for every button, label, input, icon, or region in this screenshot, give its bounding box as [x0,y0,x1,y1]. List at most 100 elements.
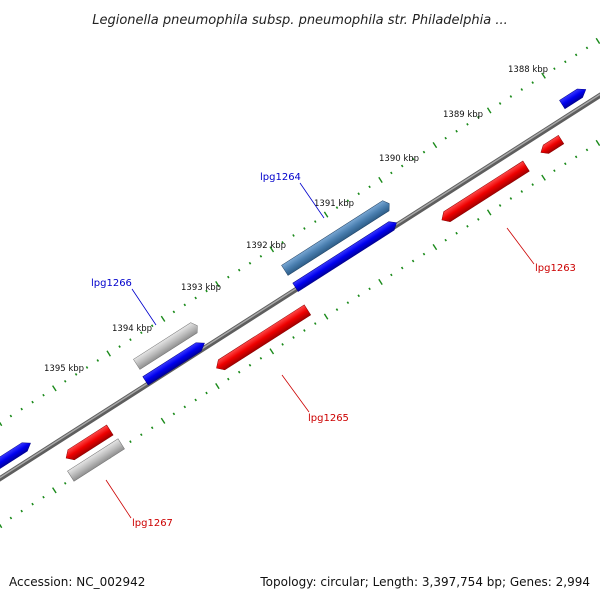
gene-label-lpg1267[interactable]: lpg1267 [132,518,173,529]
scale-tick [444,136,447,140]
scale-tick [160,417,166,424]
scale-tick [9,516,13,520]
scale-tick [400,164,404,168]
scale-tick [455,129,458,133]
scale-tick [42,393,45,397]
scale-tick [269,348,275,355]
scale-tick [96,359,100,362]
scale-tick [477,217,480,221]
scale-tick [595,139,600,146]
scale-tick [585,148,589,152]
scale-tick [335,308,339,312]
scale-tick [63,481,67,485]
scale-tick [74,372,78,376]
gene-label-lpg1265[interactable]: lpg1265 [308,413,349,424]
gene-label-lpg1263[interactable]: lpg1263 [535,263,576,274]
scale-tick [9,414,13,418]
reverse-strand-genes [63,134,565,482]
scale-tick [129,338,132,342]
scale-tick [52,487,57,494]
scale-labels: 1388 kbp 1389 kbp 1390 kbp 1391 kbp 1392… [44,65,548,374]
scale-tick [150,426,154,430]
gene-arrow-lpg1265[interactable] [213,304,312,373]
scale-tick [486,107,492,114]
gene-label-lpg1264[interactable]: lpg1264 [260,172,301,183]
scale-tick [553,67,556,71]
scale-tick [357,294,360,298]
scale-tick [531,81,534,84]
scale-tick [20,407,23,411]
accession-text: Accession: NC_002942 [9,575,145,589]
scale-tick [237,268,241,272]
scale-tick [172,412,176,416]
scale-tick [574,53,578,57]
scale-tick [422,252,426,256]
gene-arrow-forward[interactable] [0,439,33,472]
scale-tick [466,122,469,126]
scale-tick [595,37,600,44]
scale-tick [432,244,438,251]
scale-tick [118,345,121,348]
scale-tick [129,440,132,444]
scale-tick [259,356,263,360]
scale-label: 1391 kbp [314,199,354,209]
scale-tick [432,142,438,149]
scale-tick [390,171,393,175]
scale-tick [52,385,57,392]
scale-tick [400,266,404,270]
scale-tick [509,197,513,200]
gene-arrow-lpg1266[interactable] [142,339,207,386]
scale-tick [541,174,546,181]
scale-tick [205,391,208,395]
genome-summary-text: Topology: circular; Length: 3,397,754 bp… [259,575,590,589]
scale-tick [335,206,339,210]
scale-tick [553,169,556,173]
scale-tick [248,261,252,265]
gene-arrow-lpg1264[interactable] [292,218,399,292]
scale-tick [183,405,187,409]
scale-tick [227,275,230,279]
scale-tick [20,509,23,513]
scale-tick [183,303,187,307]
scale-tick [455,231,458,235]
scale-tick [509,95,513,98]
gene-label-lpg1266[interactable]: lpg1266 [91,278,132,289]
scale-tick [323,313,329,320]
gene-arrow-reverse[interactable] [538,134,565,156]
scale-tick [150,324,154,328]
scale-tick [215,281,220,288]
scale-tick [368,185,371,189]
gene-label-leaders [105,182,535,519]
scale-tick [42,495,45,499]
scale-tick [292,336,295,339]
gene-arrow-lpg1266-pseudo[interactable] [133,321,200,370]
scale-tick [237,370,241,374]
scale-tick [63,379,67,383]
gene-arrow-lpg1263[interactable] [439,160,530,225]
scale-tick [281,241,284,244]
scale-tick [368,287,371,291]
scale-tick [140,331,143,335]
scale-tick [541,72,546,79]
scale-tick [531,183,534,186]
scale-tick [106,350,111,357]
forward-strand-genes [0,85,589,472]
scale-tick [85,366,89,369]
scale-tick [498,102,502,105]
scale-tick [357,192,360,196]
scale-tick [0,421,3,427]
gene-arrow-reverse[interactable] [63,424,114,463]
scale-label: 1390 kbp [379,154,419,164]
gene-arrow-lpg1267-pseudo[interactable] [67,438,125,482]
scale-tick [466,224,469,228]
gene-arrow-forward[interactable] [559,85,589,110]
scale-tick [281,343,284,346]
scale-tick [477,115,480,119]
scale-tick [585,46,589,50]
gene-arrow-lpg1264-selected[interactable] [281,199,393,276]
scale-tick [498,204,502,207]
scale-tick [227,377,230,381]
scale-tick [378,176,383,183]
scale-tick [574,155,578,159]
